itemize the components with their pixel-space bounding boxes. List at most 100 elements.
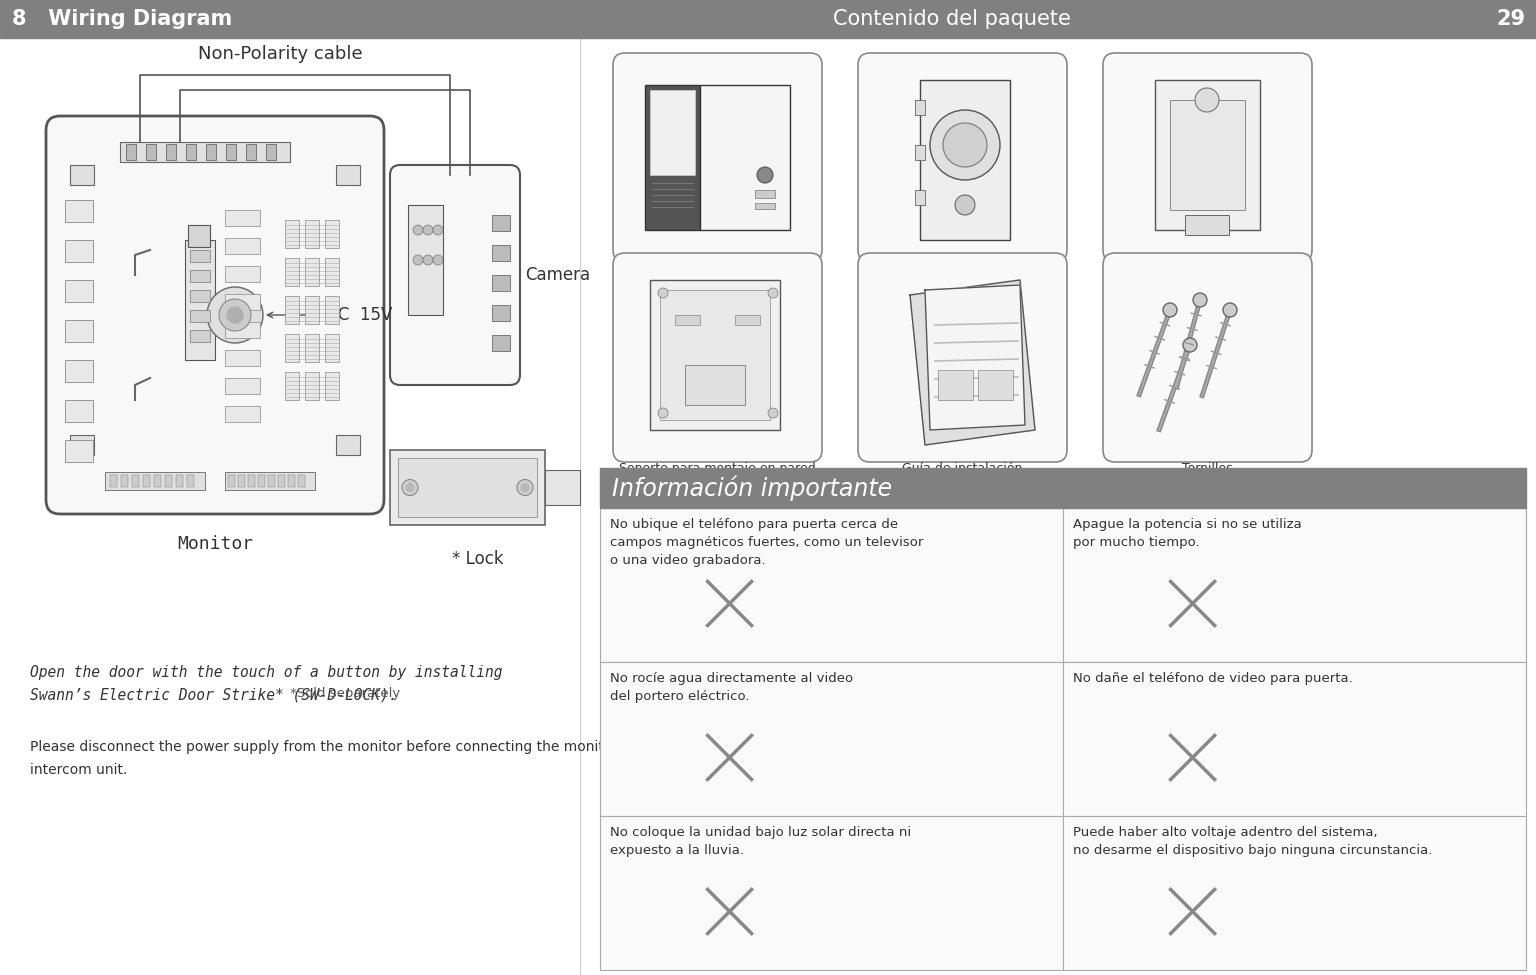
Bar (756, 190, 776, 198)
Bar (65, 320, 94, 342)
FancyBboxPatch shape (1103, 253, 1312, 462)
Bar (920, 80, 1011, 240)
Bar (65, 440, 94, 462)
Text: Please disconnect the power supply from the monitor before connecting the monito: Please disconnect the power supply from … (31, 740, 664, 754)
Bar (298, 475, 306, 487)
Bar (65, 280, 94, 302)
Bar (601, 662, 1063, 816)
Bar (545, 470, 581, 505)
Bar (224, 266, 260, 282)
Circle shape (406, 484, 415, 491)
Bar (126, 144, 137, 160)
Bar (326, 334, 339, 362)
Bar (306, 296, 319, 324)
Bar (65, 360, 94, 382)
Bar (65, 200, 94, 222)
FancyBboxPatch shape (613, 53, 822, 262)
Bar (187, 225, 210, 247)
Bar (65, 240, 94, 262)
Text: Swann’s Electric Door Strike* (SW-D-LOCK).: Swann’s Electric Door Strike* (SW-D-LOCK… (31, 687, 398, 702)
Bar (289, 475, 295, 487)
Bar (1063, 662, 1525, 816)
Circle shape (757, 167, 773, 183)
Bar (0, 0, 1536, 38)
Circle shape (413, 255, 422, 265)
Circle shape (768, 408, 779, 418)
Text: Monitor: Monitor (177, 535, 253, 553)
Bar (258, 475, 266, 487)
Bar (700, 85, 790, 230)
Circle shape (1195, 88, 1220, 112)
Bar (227, 475, 235, 487)
Bar (111, 475, 117, 487)
Bar (492, 335, 510, 351)
Bar (650, 280, 780, 430)
Bar (1063, 816, 1525, 970)
Bar (121, 475, 127, 487)
Circle shape (1183, 338, 1197, 352)
Bar (164, 475, 172, 487)
Text: Non-Polarity cable: Non-Polarity cable (198, 45, 362, 63)
Bar (224, 378, 260, 394)
Bar (224, 322, 260, 338)
Bar (266, 144, 276, 160)
Bar (286, 296, 300, 324)
Bar (71, 165, 94, 185)
Bar (756, 203, 776, 209)
Bar (492, 215, 510, 231)
Text: Tornillos: Tornillos (1183, 462, 1233, 475)
Bar (190, 290, 210, 302)
Circle shape (433, 225, 442, 235)
Bar (65, 400, 94, 422)
Circle shape (657, 288, 668, 298)
Bar (736, 315, 760, 325)
Text: 29: 29 (1498, 9, 1525, 29)
Bar (238, 475, 246, 487)
Bar (104, 472, 204, 490)
FancyBboxPatch shape (46, 116, 384, 514)
Bar (915, 145, 925, 160)
Text: Soporte de la cámara: Soporte de la cámara (1140, 262, 1275, 275)
Bar (326, 258, 339, 286)
Bar (186, 144, 197, 160)
Bar (146, 144, 157, 160)
FancyBboxPatch shape (859, 53, 1068, 262)
Circle shape (413, 225, 422, 235)
Bar (247, 475, 255, 487)
Text: 8   Wiring Diagram: 8 Wiring Diagram (12, 9, 232, 29)
Bar (224, 350, 260, 366)
Bar (190, 270, 210, 282)
Bar (166, 144, 177, 160)
FancyBboxPatch shape (859, 253, 1068, 462)
Circle shape (943, 123, 988, 167)
Bar (71, 435, 94, 455)
Bar (306, 372, 319, 400)
Circle shape (433, 255, 442, 265)
Bar (390, 450, 545, 525)
Polygon shape (909, 280, 1035, 445)
Text: Apague la potencia si no se utiliza
por mucho tiempo.: Apague la potencia si no se utiliza por … (1074, 518, 1301, 549)
Bar (306, 334, 319, 362)
Polygon shape (925, 285, 1025, 430)
Text: Puede haber alto voltaje adentro del sistema,
no desarme el dispositivo bajo nin: Puede haber alto voltaje adentro del sis… (1074, 826, 1433, 857)
Circle shape (422, 255, 433, 265)
Text: No dañe el teléfono de video para puerta.: No dañe el teléfono de video para puerta… (1074, 672, 1353, 685)
Bar (120, 142, 290, 162)
Bar (267, 475, 275, 487)
Bar (306, 220, 319, 248)
Bar (915, 190, 925, 205)
Text: No coloque la unidad bajo luz solar directa ni
expuesto a la lluvia.: No coloque la unidad bajo luz solar dire… (610, 826, 911, 857)
Bar (226, 144, 237, 160)
FancyBboxPatch shape (390, 165, 521, 385)
Bar (1155, 80, 1260, 230)
Circle shape (1163, 303, 1177, 317)
Bar (601, 468, 1525, 508)
Bar (224, 294, 260, 310)
Bar (246, 144, 257, 160)
Bar (601, 508, 1063, 662)
Bar (306, 258, 319, 286)
Circle shape (768, 288, 779, 298)
Bar (398, 458, 538, 517)
Bar (685, 365, 745, 405)
Bar (1184, 215, 1229, 235)
